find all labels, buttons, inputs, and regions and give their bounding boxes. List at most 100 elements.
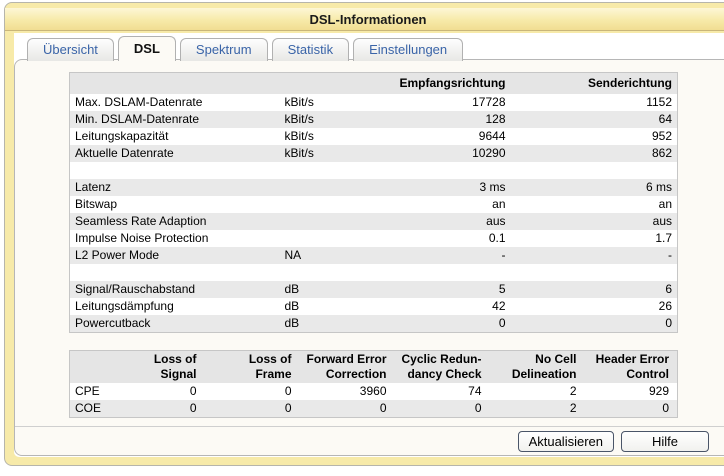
table-row: Min. DSLAM-Datenrate kBit/s 128 64 bbox=[69, 110, 678, 128]
row-label: Impulse Noise Protection bbox=[75, 230, 209, 245]
table-row: Leitungsdämpfung dB 42 26 bbox=[70, 298, 678, 315]
cpe-loss-of-signal: 0 bbox=[189, 384, 197, 398]
table-header-row: Loss of Signal Loss of Frame Forward Err… bbox=[69, 350, 678, 383]
row-send-value: an bbox=[658, 196, 672, 211]
table-row: Signal/Rauschabstand dB 5 6 bbox=[69, 280, 678, 298]
row-unit: dB bbox=[284, 298, 300, 313]
coe-loss-of-signal: 0 bbox=[189, 401, 197, 415]
header-empty bbox=[69, 72, 285, 94]
window-title: DSL-Informationen bbox=[309, 11, 427, 27]
row-unit: kBit/s bbox=[284, 145, 314, 160]
row-unit: NA bbox=[284, 247, 302, 262]
row-receive-value: aus bbox=[486, 213, 506, 228]
coe-cyclic-redundancy-check: 0 bbox=[474, 401, 482, 415]
table-row-cpe: CPE 0 0 3960 74 2 929 bbox=[70, 383, 678, 400]
row-receive-value: 10290 bbox=[472, 145, 506, 160]
coe-header-error-control: 0 bbox=[662, 401, 669, 415]
button-bar: Aktualisieren Hilfe bbox=[15, 431, 709, 452]
cpe-no-cell-delineation: 2 bbox=[569, 384, 577, 398]
tab-uebersicht[interactable]: Übersicht bbox=[27, 38, 114, 61]
row-unit bbox=[285, 179, 385, 196]
cpe-header-error-control: 929 bbox=[648, 384, 669, 398]
spacer-row bbox=[69, 263, 678, 281]
tab-bar: Übersicht DSL Spektrum Statistik Einstel… bbox=[14, 33, 724, 61]
row-label: Signal/Rauschabstand bbox=[75, 281, 196, 296]
table-row: Impulse Noise Protection 0.1 1.7 bbox=[70, 230, 678, 247]
row-unit: kBit/s bbox=[284, 128, 314, 143]
row-unit: kBit/s bbox=[284, 94, 314, 109]
dsl-tab-panel: Empfangsrichtung Senderichtung Max. DSLA… bbox=[14, 59, 724, 456]
row-send-value: 6 ms bbox=[645, 179, 672, 194]
dsl-info-window: DSL-Informationen Übersicht DSL Spektrum… bbox=[4, 2, 724, 466]
row-label: Powercutback bbox=[75, 315, 151, 330]
header-no-cell-delineation: No Cell Delineation bbox=[489, 350, 585, 383]
row-receive-value: 0.1 bbox=[488, 230, 506, 245]
cpe-forward-error-correction: 3960 bbox=[359, 384, 387, 398]
table-row: Seamless Rate Adaption aus aus bbox=[69, 212, 678, 230]
header-forward-error-correction: Forward Error Correction bbox=[299, 350, 395, 383]
cpe-cyclic-redundancy-check: 74 bbox=[468, 384, 482, 398]
row-send-value: 64 bbox=[658, 111, 672, 126]
row-label: CPE bbox=[75, 384, 100, 398]
row-send-value: aus bbox=[652, 213, 672, 228]
refresh-button[interactable]: Aktualisieren bbox=[517, 431, 614, 452]
row-label: L2 Power Mode bbox=[75, 247, 160, 262]
coe-no-cell-delineation: 2 bbox=[569, 401, 577, 415]
row-send-value: 6 bbox=[665, 281, 672, 296]
table-row: Leitungskapazität kBit/s 9644 952 bbox=[70, 128, 678, 145]
table-row: Max. DSLAM-Datenrate kBit/s 17728 1152 bbox=[70, 94, 678, 111]
tab-statistik[interactable]: Statistik bbox=[271, 38, 350, 61]
tab-dsl[interactable]: DSL bbox=[117, 36, 176, 61]
coe-forward-error-correction: 0 bbox=[379, 401, 387, 415]
row-unit: dB bbox=[284, 281, 300, 296]
row-receive-value: - bbox=[501, 247, 506, 262]
dsl-parameters-table: Empfangsrichtung Senderichtung Max. DSLA… bbox=[69, 72, 678, 333]
row-label: Min. DSLAM-Datenrate bbox=[75, 111, 200, 126]
header-empty bbox=[69, 350, 126, 383]
header-header-error-control: Header Error Control bbox=[584, 350, 678, 383]
row-label: Aktuelle Datenrate bbox=[75, 145, 174, 160]
row-receive-value: 17728 bbox=[472, 94, 506, 109]
row-receive-value: 42 bbox=[492, 298, 506, 313]
row-receive-value: 3 ms bbox=[479, 179, 506, 194]
header-cyclic-redundancy-check: Cyclic Redun- dancy Check bbox=[394, 350, 490, 383]
window-titlebar: DSL-Informationen bbox=[5, 8, 724, 31]
row-unit bbox=[285, 196, 385, 213]
row-unit: kBit/s bbox=[284, 111, 314, 126]
row-label: Seamless Rate Adaption bbox=[75, 213, 207, 228]
help-button[interactable]: Hilfe bbox=[621, 431, 709, 452]
table-header-row: Empfangsrichtung Senderichtung bbox=[69, 72, 678, 94]
row-send-value: 1152 bbox=[646, 94, 672, 109]
table-row-coe: COE 0 0 0 0 2 0 bbox=[69, 400, 678, 418]
tab-einstellungen[interactable]: Einstellungen bbox=[353, 38, 464, 61]
header-loss-of-signal: Loss of Signal bbox=[125, 350, 205, 383]
button-bar-divider bbox=[15, 426, 724, 427]
header-send-direction: Senderichtung bbox=[510, 72, 678, 94]
spacer-row bbox=[69, 161, 678, 179]
cpe-loss-of-frame: 0 bbox=[284, 384, 292, 398]
window-content: Übersicht DSL Spektrum Statistik Einstel… bbox=[14, 33, 724, 457]
row-send-value: 0 bbox=[665, 315, 672, 330]
row-label: Leitungskapazität bbox=[75, 128, 169, 143]
row-label: Bitswap bbox=[75, 196, 118, 211]
row-send-value: 1.7 bbox=[655, 230, 672, 245]
row-send-value: 952 bbox=[651, 128, 672, 143]
row-receive-value: an bbox=[492, 196, 506, 211]
row-unit bbox=[285, 213, 385, 230]
table-row: L2 Power Mode NA - - bbox=[69, 246, 678, 264]
row-send-value: 862 bbox=[651, 145, 672, 160]
row-unit bbox=[285, 230, 385, 247]
row-label: Leitungsdämpfung bbox=[75, 298, 174, 313]
coe-loss-of-frame: 0 bbox=[284, 401, 292, 415]
row-receive-value: 9644 bbox=[478, 128, 506, 143]
table-row: Powercutback dB 0 0 bbox=[69, 314, 678, 332]
row-send-value: 26 bbox=[658, 298, 672, 313]
error-counters-table: Loss of Signal Loss of Frame Forward Err… bbox=[69, 350, 678, 418]
row-label: COE bbox=[75, 401, 102, 415]
table-row: Bitswap an an bbox=[70, 196, 678, 213]
tab-spektrum[interactable]: Spektrum bbox=[179, 38, 268, 61]
row-receive-value: 5 bbox=[498, 281, 506, 296]
row-label: Latenz bbox=[75, 179, 112, 194]
row-send-value: - bbox=[668, 247, 672, 262]
header-receive-direction: Empfangsrichtung bbox=[384, 72, 511, 94]
